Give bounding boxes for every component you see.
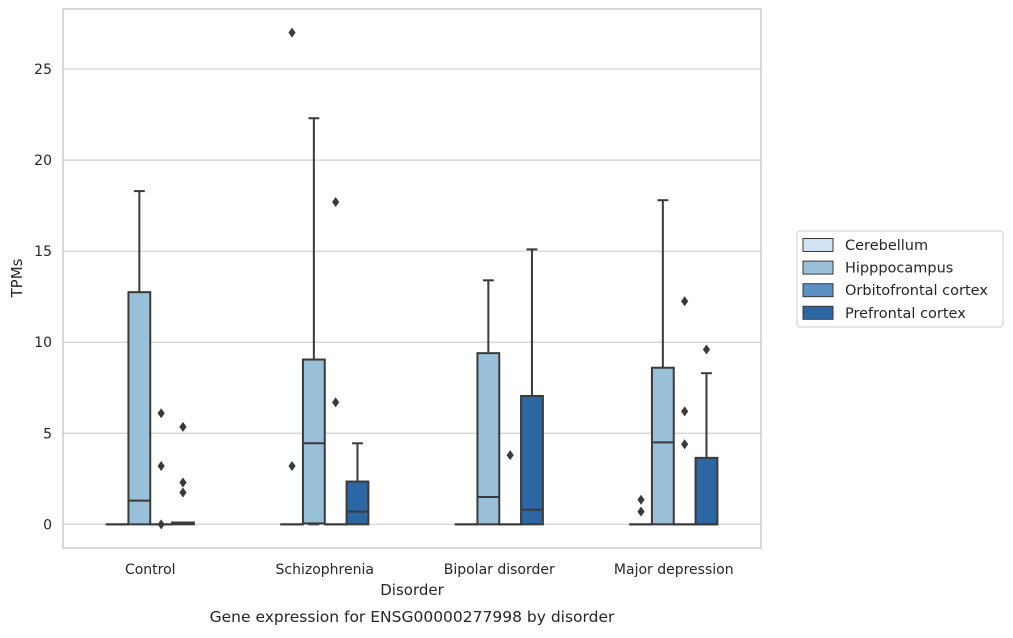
outlier-point [179, 422, 186, 432]
outlier-point [332, 197, 339, 207]
box [347, 482, 369, 525]
box-group [281, 28, 303, 525]
outlier-point [637, 495, 644, 505]
box [128, 292, 150, 524]
chart-caption: Gene expression for ENSG00000277998 by d… [210, 608, 615, 626]
box-group [652, 200, 674, 524]
outlier-point [288, 461, 295, 471]
legend-swatch [803, 306, 833, 319]
outlier-point [158, 519, 165, 529]
y-axis-ticks: 0 5 10 15 20 25 [34, 62, 52, 533]
x-axis-label: Disorder [380, 581, 444, 599]
outlier-point [681, 296, 688, 306]
y-tick-label: 0 [43, 517, 52, 533]
box [652, 368, 674, 525]
box-group [630, 495, 652, 525]
legend-item: Cerebellum [803, 238, 928, 254]
box-group [674, 296, 696, 524]
box-group [347, 443, 369, 524]
outlier-point [681, 406, 688, 416]
y-tick-label: 25 [34, 62, 52, 78]
x-tick-label: Bipolar disorder [444, 562, 555, 578]
box-group [521, 249, 543, 524]
y-tick-label: 15 [34, 244, 52, 260]
outlier-point [332, 397, 339, 407]
legend-swatch [803, 239, 833, 252]
box-group [150, 408, 172, 529]
outlier-point [637, 507, 644, 517]
legend: Cerebellum Hipppocampus Orbitofrontal cort… [797, 231, 1003, 327]
box [477, 353, 499, 524]
y-tick-label: 10 [34, 335, 52, 351]
x-tick-label: Schizophrenia [276, 562, 374, 578]
legend-item: Prefrontal cortex [803, 306, 966, 322]
box [521, 396, 543, 524]
box-group [477, 280, 499, 524]
y-tick-label: 20 [34, 153, 52, 169]
box [696, 458, 718, 524]
legend-item: Hipppocampus [803, 261, 953, 277]
box-group [172, 422, 194, 524]
legend-item: Orbitofrontal cortex [803, 283, 988, 299]
box-group [499, 450, 521, 524]
outlier-point [179, 487, 186, 497]
outlier-point [158, 461, 165, 471]
legend-label: Prefrontal cortex [845, 306, 966, 322]
box-group [303, 118, 325, 524]
outlier-point [288, 28, 295, 38]
outlier-point [179, 477, 186, 487]
legend-swatch [803, 261, 833, 274]
x-tick-label: Control [125, 562, 176, 578]
box-group [128, 191, 150, 524]
outlier-point [681, 439, 688, 449]
legend-swatch [803, 284, 833, 297]
box [303, 360, 325, 524]
x-tick-label: Major depression [614, 562, 734, 578]
legend-label: Cerebellum [845, 238, 928, 254]
y-axis-label: TPMs [8, 258, 26, 298]
outlier-point [507, 450, 514, 460]
legend-label: Hipppocampus [845, 261, 953, 277]
outlier-point [703, 345, 710, 355]
box-group [325, 197, 347, 524]
box-group [696, 345, 718, 525]
outlier-point [158, 408, 165, 418]
plot-area [107, 28, 718, 530]
legend-label: Orbitofrontal cortex [845, 283, 988, 299]
x-axis-ticks: Control Schizophrenia Bipolar disorder Majo… [125, 562, 734, 578]
y-tick-label: 5 [43, 426, 52, 442]
